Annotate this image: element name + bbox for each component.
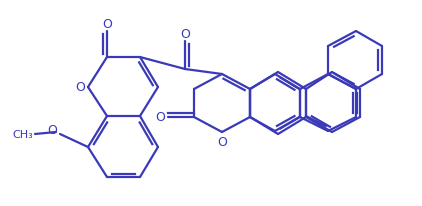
Text: O: O <box>180 27 190 40</box>
Text: O: O <box>47 124 57 137</box>
Text: O: O <box>155 111 165 124</box>
Text: O: O <box>102 18 112 30</box>
Text: CH₃: CH₃ <box>13 129 33 139</box>
Text: O: O <box>75 81 85 94</box>
Text: O: O <box>217 136 227 149</box>
